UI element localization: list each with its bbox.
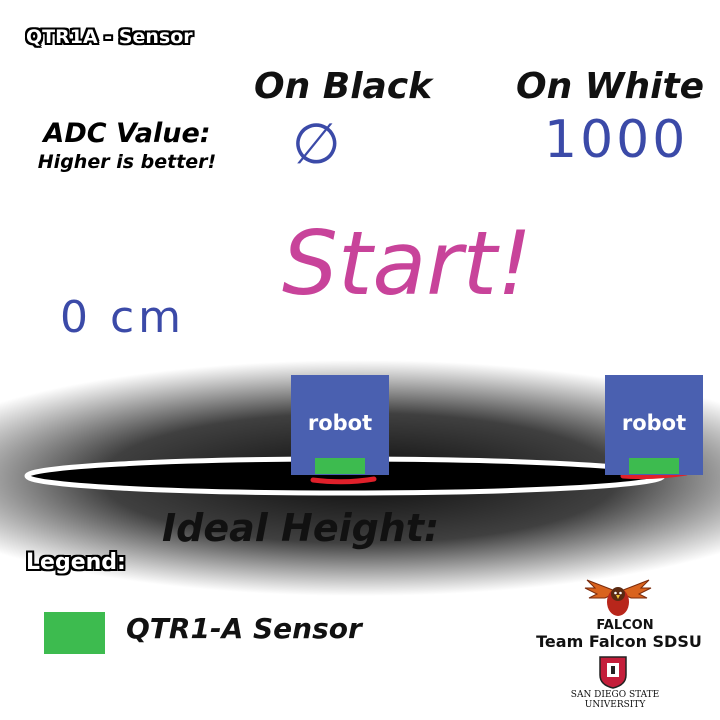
university-line-1: SAN DIEGO STATE <box>570 690 660 700</box>
adc-note: Higher is better! <box>37 151 217 173</box>
robot-label: robot <box>621 411 687 435</box>
distance-readout: 0 cm <box>60 292 186 343</box>
robot-label: robot <box>307 411 373 435</box>
status-text: Start! <box>282 212 533 315</box>
team-name: Team Falcon SDSU <box>536 632 702 651</box>
falcon-logo-text: FALCON <box>596 618 654 633</box>
surface-graphic <box>0 360 720 596</box>
university-line-2: UNIVERSITY <box>584 700 646 710</box>
adc-value-on-white: 1000 <box>544 110 689 170</box>
on-white-header: On White <box>516 66 705 107</box>
ideal-height-label: Ideal Height: <box>162 506 440 550</box>
falcon-logo-icon <box>584 579 652 616</box>
qtr1a-sensor <box>315 458 365 474</box>
legend-swatch-sensor <box>44 612 105 654</box>
sdsu-shield-icon <box>599 656 627 689</box>
red-marker-left <box>310 476 377 485</box>
diagram-title: QTR1A - Sensor <box>26 26 193 48</box>
legend-title: Legend: <box>26 550 126 575</box>
adc-value-label: ADC Value: <box>43 118 211 149</box>
qtr1a-sensor <box>629 458 679 474</box>
robot-on-black: robot <box>291 375 389 475</box>
robot-on-white: robot <box>605 375 703 475</box>
university-name: SAN DIEGO STATE UNIVERSITY <box>560 690 670 710</box>
adc-label-block: ADC Value: Higher is better! <box>22 118 232 174</box>
adc-value-on-black: ∅ <box>292 112 341 177</box>
legend-label-sensor: QTR1-A Sensor <box>126 612 362 645</box>
on-black-header: On Black <box>254 66 433 107</box>
